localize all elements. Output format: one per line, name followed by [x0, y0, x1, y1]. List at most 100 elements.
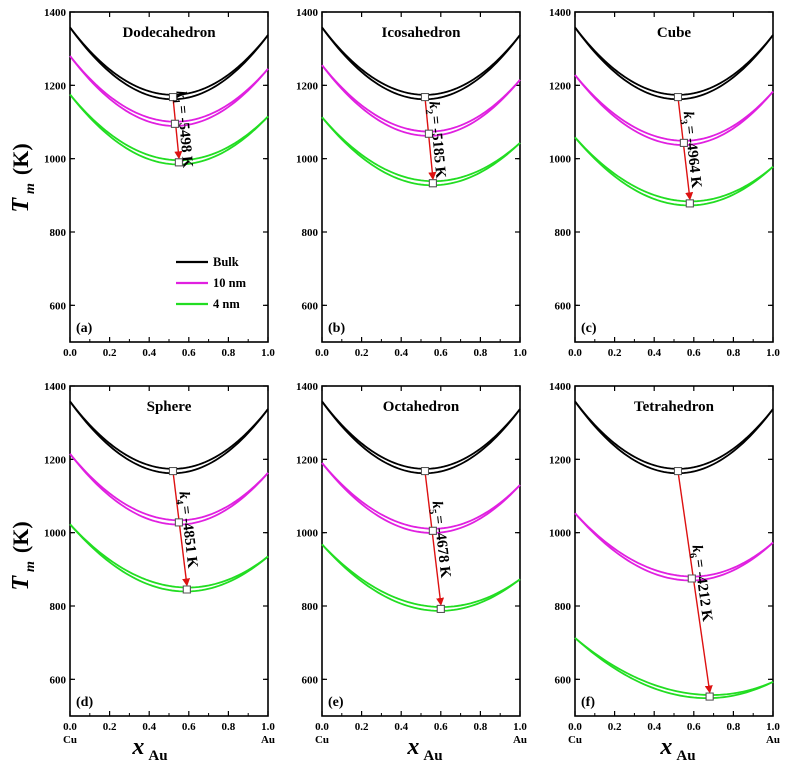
x-axis-label-sub: Au	[423, 748, 442, 764]
y-tick-label: 800	[302, 601, 319, 613]
series-line-10-nm-liquidus	[69, 453, 269, 522]
k-value: = -4212 K	[690, 558, 715, 623]
y-tick-label: 1200	[44, 454, 67, 466]
x-tick-label: 1.0	[261, 347, 275, 359]
k-subscript: 3	[677, 119, 688, 125]
x-axis-label-sub: Au	[676, 748, 695, 764]
y-axis-label-main: T	[8, 197, 34, 213]
panel-title: Octahedron	[383, 399, 460, 415]
x-tick-label: 0.2	[608, 721, 622, 733]
series-line-4-nm-solidus	[574, 136, 774, 207]
x-axis-label-sub: Au	[148, 748, 167, 764]
x-tick-label: 0.6	[434, 347, 448, 359]
k-slope-label: k6= -4212 K	[685, 544, 715, 623]
y-tick-label: 1000	[549, 154, 572, 166]
series-line-10-nm-liquidus	[574, 512, 774, 578]
minimum-marker-top	[685, 199, 694, 208]
x-tick-label: 0.6	[687, 721, 701, 733]
y-tick-label: 1200	[296, 80, 319, 92]
y-axis-label-sub: m	[23, 561, 38, 572]
series-line-4-nm-liquidus	[321, 116, 521, 183]
y-tick-label: 1400	[44, 7, 67, 19]
k-value: = -5185 K	[427, 115, 449, 179]
panel-letter: (f)	[581, 695, 595, 710]
k-slope-label: k3= -4964 K	[677, 110, 705, 189]
x-tick-label: 0.0	[315, 721, 329, 733]
k-value: = -4851 K	[177, 505, 200, 569]
y-tick-label: 800	[302, 227, 319, 239]
series-line-10-nm-liquidus	[69, 55, 269, 123]
y-axis-label-unit: (K)	[8, 143, 33, 175]
chart-panel-1: 600 800 1000 1200 1400 0.0 0.2 0.4 0.6 0.8 1.0 k1= …	[44, 7, 275, 359]
series-line-10-nm-solidus	[321, 64, 521, 137]
k-slope-label: k2= -5185 K	[422, 101, 448, 180]
minimum-marker-top	[687, 574, 696, 583]
y-tick-label: 1400	[549, 381, 572, 393]
series-line-10-nm-solidus	[69, 453, 269, 526]
series-line-4-nm-solidus	[69, 93, 269, 166]
k-value: = -5498 K	[174, 105, 196, 169]
k-slope-label: k5= -4678 K	[426, 500, 454, 579]
y-tick-label: 1200	[44, 80, 67, 92]
x-tick-label: 0.2	[608, 347, 622, 359]
k-slope-label: k1= -5498 K	[169, 90, 195, 169]
y-tick-label: 800	[555, 601, 572, 613]
k-subscript: 6	[687, 552, 699, 558]
minimum-marker-top	[428, 526, 437, 535]
legend-label: 10 nm	[213, 276, 247, 290]
x-tick-label: 0.8	[222, 721, 236, 733]
series-line-10-nm-solidus	[574, 74, 774, 146]
x-end-label-cu: Cu	[568, 734, 582, 746]
k-value: = -4678 K	[430, 515, 453, 579]
k-symbol: k	[175, 491, 192, 501]
x-axis-label-main: x	[406, 734, 419, 760]
x-end-label-au: Au	[513, 734, 527, 746]
x-tick-label: 0.0	[568, 721, 582, 733]
shift-arrow	[172, 470, 191, 587]
panel-title: Icosahedron	[382, 25, 462, 41]
x-tick-label: 1.0	[766, 721, 780, 733]
panel-title: Tetrahedron	[634, 399, 715, 415]
minimum-marker-top	[679, 138, 688, 147]
y-tick-label: 1400	[296, 7, 319, 19]
chart-panel-3: 600 800 1000 1200 1400 0.0 0.2 0.4 0.6 0.8 1.0 k3= …	[549, 7, 780, 359]
x-tick-label: 0.6	[687, 347, 701, 359]
x-end-label-cu: Cu	[315, 734, 329, 746]
y-tick-label: 1400	[296, 381, 319, 393]
y-axis-label-bottom: T m (K)	[8, 521, 38, 590]
series-line-10-nm-solidus	[574, 512, 774, 582]
panel-title: Sphere	[147, 399, 192, 415]
k-slope-label: k4= -4851 K	[172, 491, 200, 570]
y-tick-label: 600	[555, 300, 572, 312]
series-line-4-nm-liquidus	[574, 136, 774, 203]
minimum-marker-top	[174, 518, 183, 527]
minimum-marker-top	[424, 129, 433, 138]
x-axis-label-2: x Au	[406, 734, 442, 764]
panel-letter: (d)	[76, 695, 93, 710]
k-symbol: k	[425, 101, 442, 110]
minimum-marker-top	[170, 119, 179, 128]
series-line-4-nm-liquidus	[574, 637, 774, 696]
x-tick-label: 0.6	[182, 721, 196, 733]
series-line-4-nm-liquidus	[321, 543, 521, 608]
minimum-marker-top	[705, 692, 714, 701]
y-axis-label-sub: m	[23, 183, 38, 194]
series-line-10-nm-solidus	[69, 55, 269, 127]
y-tick-label: 1200	[296, 454, 319, 466]
y-tick-label: 800	[555, 227, 572, 239]
x-tick-label: 0.8	[222, 347, 236, 359]
minimum-marker-top	[428, 179, 437, 188]
x-tick-label: 0.2	[355, 721, 369, 733]
y-tick-label: 600	[50, 300, 67, 312]
x-axis-label-3: x Au	[659, 734, 695, 764]
y-tick-label: 600	[302, 300, 319, 312]
series-line-10-nm-liquidus	[321, 462, 521, 530]
y-tick-label: 1000	[44, 154, 67, 166]
k-subscript: 2	[423, 109, 434, 115]
x-tick-label: 0.4	[394, 347, 408, 359]
y-tick-label: 1000	[549, 528, 572, 540]
minimum-marker-top	[168, 467, 177, 476]
x-tick-label: 1.0	[513, 721, 527, 733]
x-axis-label-main: x	[659, 734, 672, 760]
